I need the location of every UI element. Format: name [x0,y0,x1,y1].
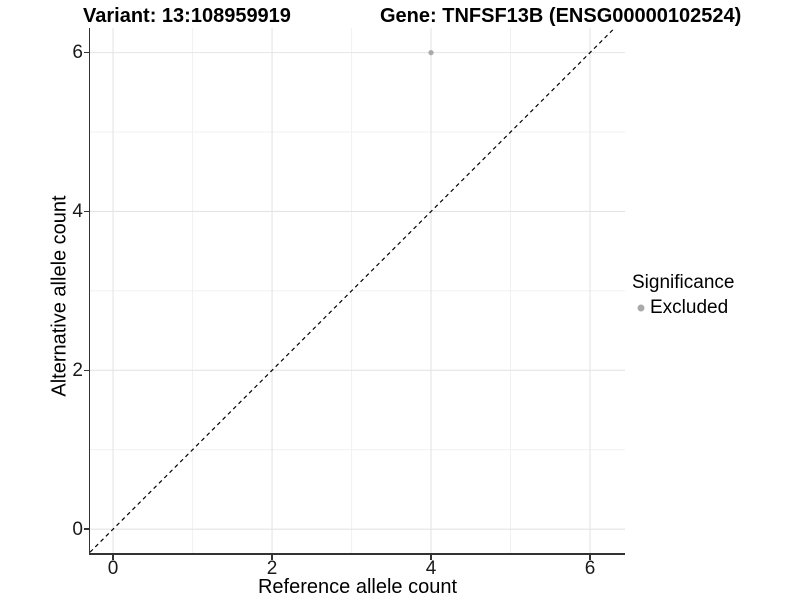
y-tick-mark [84,369,89,372]
plot-panel [89,27,625,553]
gene-title: Gene: TNFSF13B (ENSG00000102524) [380,5,742,27]
y-tick-mark [84,528,89,530]
plot-canvas [89,27,625,553]
x-axis-title: Reference allele count [257,576,457,598]
legend: Significance Excluded [632,272,734,319]
variant-title: Variant: 13:108959919 [83,5,291,27]
x-axis-line [88,553,625,555]
legend-item-excluded: Excluded [632,297,734,319]
dot-icon [637,304,645,312]
x-tick-mark [112,554,114,560]
y-axis-line [88,28,90,555]
identity-reference-line [89,27,616,553]
legend-key [632,299,650,317]
x-tick-mark [430,554,432,560]
legend-item-label: Excluded [650,297,729,318]
y-axis-title: Alternative allele count [48,195,71,397]
legend-title: Significance [632,272,735,293]
x-tick-label: 4 [425,558,437,579]
x-tick-label: 6 [584,558,596,579]
y-tick-label: 6 [72,42,83,64]
x-tick-mark [271,554,273,560]
y-tick-label: 4 [72,200,83,222]
y-tick-label: 2 [72,359,83,381]
y-tick-label: 0 [72,518,83,540]
x-tick-label: 0 [107,558,119,579]
x-tick-label: 2 [266,558,278,579]
y-tick-mark [84,51,89,54]
x-tick-mark [589,554,591,560]
y-tick-mark [84,210,89,213]
data-point [428,50,434,56]
